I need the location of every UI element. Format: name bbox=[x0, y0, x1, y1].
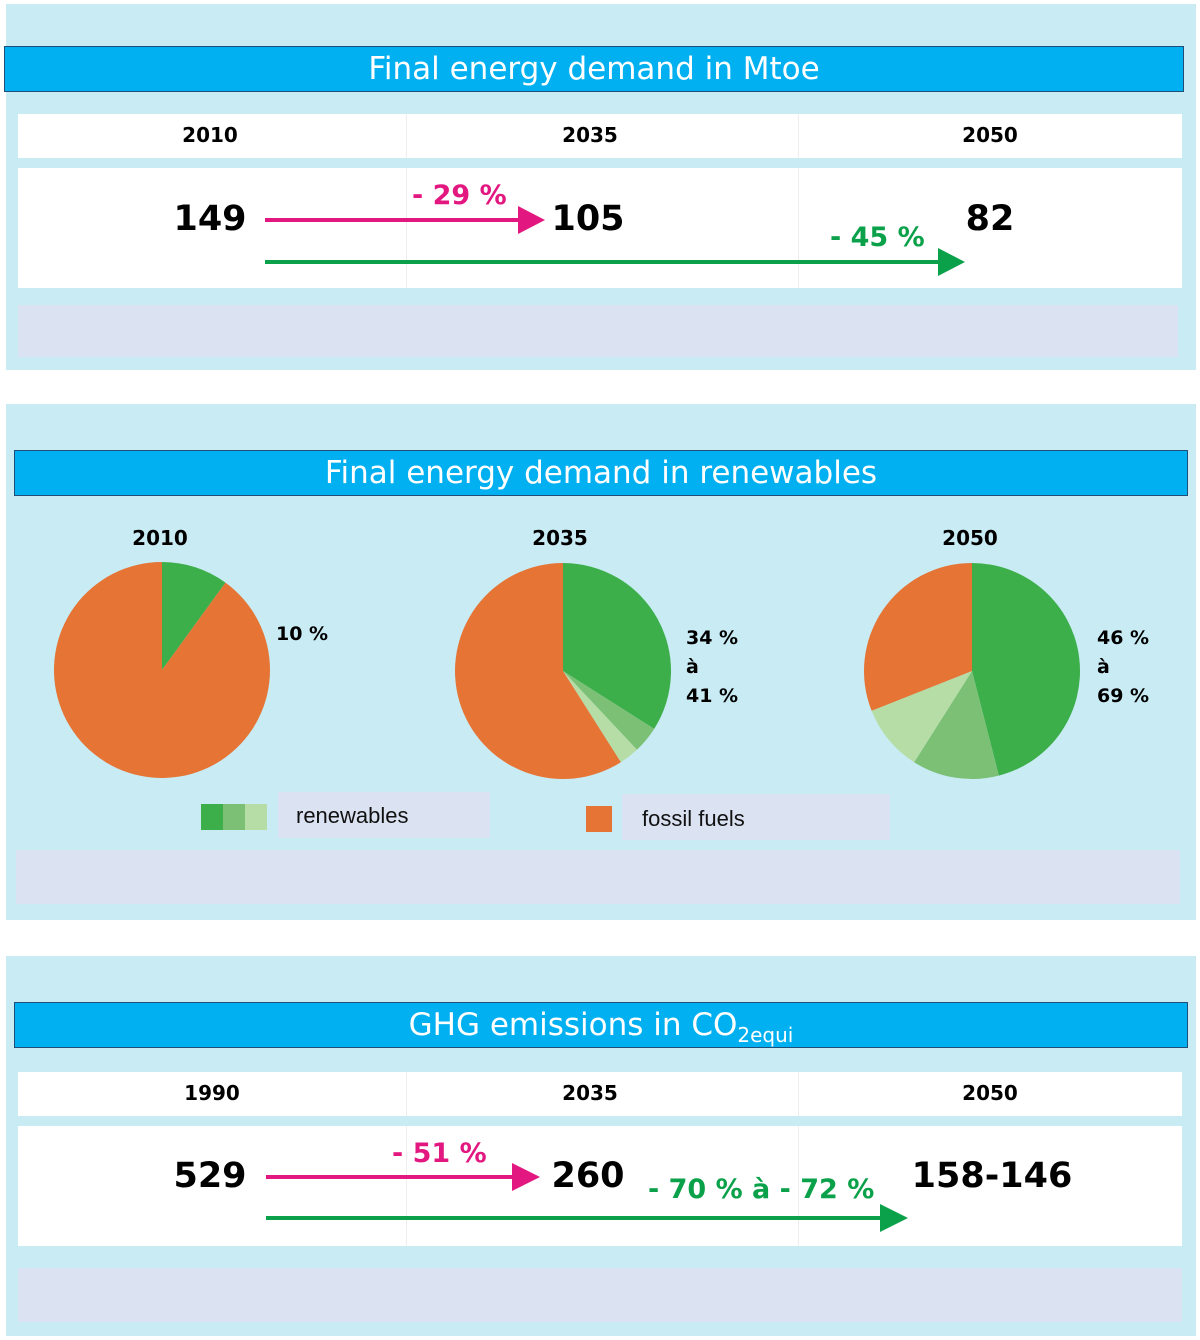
pie-year-2010: 2010 bbox=[132, 526, 188, 550]
ghg-year-2050: 2050 bbox=[962, 1081, 1018, 1105]
demand-year-strip bbox=[18, 114, 1182, 158]
pie-label-line: 10 % bbox=[276, 623, 329, 645]
pie-label-line: 34 % bbox=[686, 627, 739, 649]
demand-change-2050: - 45 % bbox=[830, 222, 925, 253]
ghg-title-main: GHG emissions in CO bbox=[408, 1007, 738, 1043]
pie-2010 bbox=[53, 562, 270, 778]
demand-arrow-2050 bbox=[265, 248, 965, 276]
pie-label-line: 46 % bbox=[1097, 627, 1150, 649]
pie-slice-renewables bbox=[563, 671, 637, 763]
ghg-arrow-2050 bbox=[266, 1204, 908, 1232]
ghg-arrow-2035 bbox=[266, 1163, 540, 1191]
ghg-value-strip bbox=[18, 1126, 1182, 1246]
pie-label-line: 69 % bbox=[1097, 685, 1150, 707]
legend-renewables: renewables bbox=[278, 792, 490, 838]
ghg-value-1990: 529 bbox=[173, 1156, 247, 1196]
demand-value-2035: 105 bbox=[551, 199, 625, 239]
pie-year-2050: 2050 bbox=[942, 526, 998, 550]
ghg-value-2035: 260 bbox=[551, 1156, 625, 1196]
renewables-note-box bbox=[16, 850, 1180, 904]
demand-note-box bbox=[18, 305, 1178, 357]
pie-slice-renewables bbox=[162, 562, 226, 670]
pie-slice-renewables bbox=[914, 671, 999, 780]
demand-value-strip bbox=[18, 168, 1182, 288]
pie-slice-fossil-fuels bbox=[455, 563, 621, 779]
ghg-change-2050: - 70 % à - 72 % bbox=[648, 1174, 875, 1205]
demand-year-2035: 2035 bbox=[562, 123, 618, 147]
demand-year-2010: 2010 bbox=[182, 123, 238, 147]
ghg-title: GHG emissions in CO2equi bbox=[14, 1002, 1188, 1048]
demand-value-2050: 82 bbox=[965, 199, 1015, 239]
demand-year-2050: 2050 bbox=[962, 123, 1018, 147]
renewables-title: Final energy demand in renewables bbox=[14, 450, 1188, 496]
demand-arrow-2035 bbox=[265, 206, 545, 234]
ghg-value-2050: 158-146 bbox=[911, 1156, 1073, 1196]
ghg-year-2035: 2035 bbox=[562, 1081, 618, 1105]
pie-slice-renewables bbox=[972, 563, 1081, 776]
ghg-year-strip bbox=[18, 1072, 1182, 1116]
ghg-note-box bbox=[18, 1268, 1182, 1322]
ghg-title-sub: 2equi bbox=[737, 1023, 794, 1048]
pie-label-2010: 10 % bbox=[276, 620, 328, 649]
demand-value-2010: 149 bbox=[173, 199, 247, 239]
ghg-change-2035: - 51 % bbox=[392, 1138, 487, 1169]
legend-swatch-fossil bbox=[586, 806, 612, 832]
pie-2035 bbox=[455, 563, 672, 779]
demand-change-2035: - 29 % bbox=[412, 180, 507, 211]
pie-label-line: à bbox=[1097, 656, 1110, 678]
legend-swatch-renewable-2 bbox=[223, 804, 245, 830]
legend-swatch-renewable-1 bbox=[201, 804, 223, 830]
pie-label-2035: 34 % à 41 % bbox=[686, 624, 738, 711]
pie-2050 bbox=[863, 563, 1081, 780]
demand-title: Final energy demand in Mtoe bbox=[4, 46, 1184, 92]
legend-fossil: fossil fuels bbox=[622, 794, 890, 840]
pie-label-line: 41 % bbox=[686, 685, 739, 707]
pie-slice-renewables bbox=[563, 563, 672, 729]
pie-label-line: à bbox=[686, 656, 699, 678]
legend-fossil-label: fossil fuels bbox=[642, 806, 745, 831]
legend-swatch-renewable-3 bbox=[245, 804, 267, 830]
legend-renewables-label: renewables bbox=[296, 803, 409, 828]
pie-slice-renewables bbox=[871, 671, 972, 763]
pie-slice-fossil-fuels bbox=[53, 562, 270, 778]
pie-slice-fossil-fuels bbox=[863, 563, 972, 711]
ghg-year-1990: 1990 bbox=[184, 1081, 240, 1105]
pie-label-2050: 46 % à 69 % bbox=[1097, 624, 1149, 711]
pie-slice-renewables bbox=[563, 671, 655, 750]
pie-year-2035: 2035 bbox=[532, 526, 588, 550]
